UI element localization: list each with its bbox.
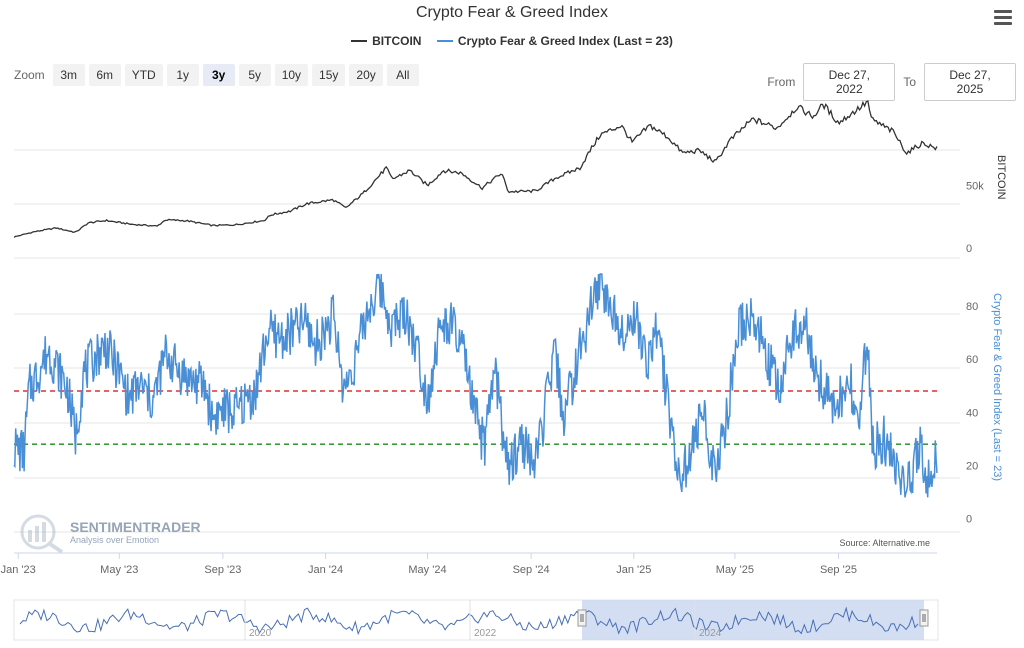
navigator-tick-label-2: 2024 <box>699 628 722 639</box>
x-tick-label-4: May '24 <box>408 564 446 576</box>
watermark-logo <box>20 514 64 554</box>
zoom-button-ytd[interactable]: YTD <box>124 64 163 86</box>
source-note: Source: Alternative.me <box>839 538 930 548</box>
zoom-button-5y[interactable]: 5y <box>238 64 271 86</box>
to-label: To <box>903 75 916 89</box>
watermark-handle <box>48 542 64 554</box>
top-y-tick-label-0: 0 <box>966 243 972 255</box>
x-tick-label-8: Sep '25 <box>820 564 857 576</box>
watermark-ring <box>20 514 56 550</box>
legend-label-bitcoin: BITCOIN <box>372 34 422 48</box>
navigator-tick-label-1: 2022 <box>474 628 497 639</box>
chart-legend: BITCOIN Crypto Fear & Greed Index (Last … <box>0 31 1024 48</box>
x-tick-label-0: Jan '23 <box>1 564 36 576</box>
bottom-y-tick-label-60: 60 <box>966 354 978 366</box>
watermark-bar <box>35 526 39 542</box>
navigator-series <box>19 606 919 636</box>
navigator-right-handle[interactable] <box>919 609 929 627</box>
top-y-tick-label-50k: 50k <box>966 181 984 193</box>
hamburger-menu-icon[interactable] <box>994 10 1012 26</box>
navigator-frame <box>13 599 939 641</box>
zoom-button-all[interactable]: All <box>386 64 419 86</box>
x-tick-label-5: Sep '24 <box>513 564 550 576</box>
to-date-input[interactable]: Dec 27, 2025 <box>924 63 1016 101</box>
zoom-button-3y[interactable]: 3y <box>202 64 235 86</box>
bottom-y-tick-label-80: 80 <box>966 301 978 313</box>
navigator-tick-label-0: 2020 <box>249 628 272 639</box>
from-date-input[interactable]: Dec 27, 2022 <box>803 63 896 101</box>
zoom-button-1y[interactable]: 1y <box>166 64 199 86</box>
watermark-bar <box>28 530 32 542</box>
zoom-button-6m[interactable]: 6m <box>88 64 121 86</box>
watermark-brand: SENTIMENTRADER <box>70 519 201 535</box>
x-tick-label-2: Sep '23 <box>204 564 241 576</box>
navigator-left-handle[interactable] <box>577 609 587 627</box>
bottom-y-tick-label-20: 20 <box>966 460 978 472</box>
handle-grip <box>919 609 929 627</box>
x-tick-label-7: May '25 <box>716 564 754 576</box>
x-tick-label-3: Jan '24 <box>308 564 343 576</box>
zoom-label: Zoom <box>14 68 45 82</box>
watermark-tagline: Analysis over Emotion <box>70 535 159 545</box>
top-y-axis-title: BITCOIN <box>995 155 1007 200</box>
bottom-y-axis-title: Crypto Fear & Greed Index (Last = 23) <box>991 293 1003 481</box>
bitcoin-line <box>13 100 938 238</box>
legend-swatch-fear-greed <box>436 40 453 42</box>
legend-item-bitcoin[interactable]: BITCOIN <box>351 34 421 48</box>
from-label: From <box>767 75 796 89</box>
bottom-y-tick-label-0: 0 <box>966 514 972 526</box>
bottom-y-tick-label-40: 40 <box>966 407 978 419</box>
navigator-selected-range <box>582 600 924 640</box>
zoom-button-10y[interactable]: 10y <box>274 64 309 86</box>
x-tick-label-1: May '23 <box>100 564 138 576</box>
watermark-bar <box>42 522 46 542</box>
legend-label-fear-greed: Crypto Fear & Greed Index (Last = 23) <box>457 34 673 48</box>
zoom-bar: Zoom 3m 6m YTD 1y 3y 5y 10y 15y 20y All <box>14 64 423 86</box>
chart-title: Crypto Fear & Greed Index <box>415 4 609 21</box>
zoom-button-3m[interactable]: 3m <box>52 64 85 86</box>
date-range: From Dec 27, 2022 To Dec 27, 2025 <box>759 63 1016 101</box>
zoom-button-group: 3m 6m YTD 1y 3y 5y 10y 15y 20y All <box>52 64 423 86</box>
legend-item-fear-greed[interactable]: Crypto Fear & Greed Index (Last = 23) <box>436 34 673 48</box>
x-tick-label-6: Jan '25 <box>616 564 651 576</box>
zoom-button-15y[interactable]: 15y <box>312 64 346 86</box>
zoom-button-20y[interactable]: 20y <box>349 64 383 86</box>
legend-swatch-bitcoin <box>351 40 368 42</box>
handle-grip <box>577 609 587 627</box>
fear-greed-line <box>13 273 938 498</box>
